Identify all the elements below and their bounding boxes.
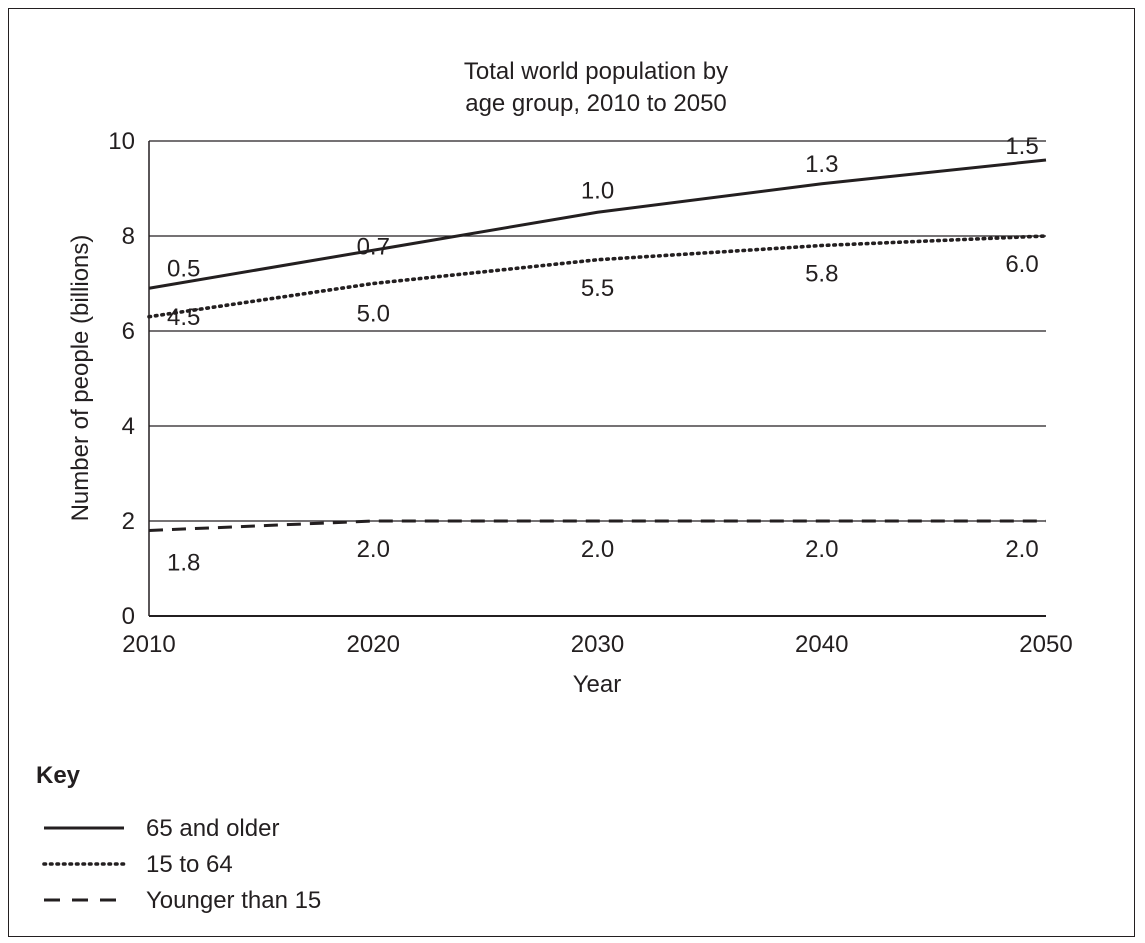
series-line-15-to-64	[147, 234, 1048, 319]
axes: 0 2 4 6 8 10 2010 2020 2030 2040 2050	[108, 128, 1072, 658]
data-label-15-to-64-2020: 5.0	[357, 301, 390, 328]
data-label-65-and-older-2040: 1.3	[805, 151, 838, 178]
legend-label-65-and-older: 65 and older	[146, 815, 279, 842]
x-axis-label: Year	[573, 671, 622, 698]
data-label-65-and-older-2020: 0.7	[357, 233, 390, 260]
data-label-15-to-64-2010: 4.5	[167, 304, 200, 331]
x-tick-label-2040: 2040	[795, 631, 848, 658]
legend: 65 and older 15 to 64 Younger than 15	[42, 815, 321, 914]
data-label-younger-than-15-2050: 2.0	[1005, 536, 1038, 563]
chart-title-line-1: Total world population by	[464, 58, 728, 85]
x-tick-label-2010: 2010	[122, 631, 175, 658]
data-label-15-to-64-2040: 5.8	[805, 261, 838, 288]
series-line-65-and-older	[148, 158, 1047, 290]
data-label-65-and-older-2010: 0.5	[167, 255, 200, 282]
series-line-younger-than-15	[148, 519, 1046, 532]
legend-label-15-to-64: 15 to 64	[146, 851, 233, 878]
data-label-65-and-older-2030: 1.0	[581, 177, 614, 204]
x-tick-label-2030: 2030	[571, 631, 624, 658]
y-tick-label-4: 4	[122, 413, 135, 440]
chart-title-line-2: age group, 2010 to 2050	[465, 90, 727, 117]
series-layer	[147, 158, 1048, 532]
x-tick-label-2020: 2020	[347, 631, 400, 658]
data-labels: 1.8 2.0 2.0 2.0 2.0 4.5 5.0 5.5 5.8 6.0 0.5 0.7 1.0 1…	[167, 133, 1039, 577]
data-label-15-to-64-2030: 5.5	[581, 275, 614, 302]
y-tick-label-8: 8	[122, 223, 135, 250]
data-label-younger-than-15-2020: 2.0	[357, 536, 390, 563]
x-tick-label-2050: 2050	[1019, 631, 1072, 658]
y-tick-label-0: 0	[122, 603, 135, 630]
y-tick-label-2: 2	[122, 508, 135, 535]
legend-title: Key	[36, 762, 81, 789]
data-label-younger-than-15-2040: 2.0	[805, 536, 838, 563]
y-tick-label-6: 6	[122, 318, 135, 345]
chart-frame	[8, 8, 1135, 937]
data-label-younger-than-15-2030: 2.0	[581, 536, 614, 563]
data-label-65-and-older-2050: 1.5	[1005, 133, 1038, 160]
data-label-younger-than-15-2010: 1.8	[167, 550, 200, 577]
data-label-15-to-64-2050: 6.0	[1005, 251, 1038, 278]
legend-label-younger-than-15: Younger than 15	[146, 887, 321, 914]
y-axis-label: Number of people (billions)	[67, 235, 94, 522]
y-tick-label-10: 10	[108, 128, 135, 155]
